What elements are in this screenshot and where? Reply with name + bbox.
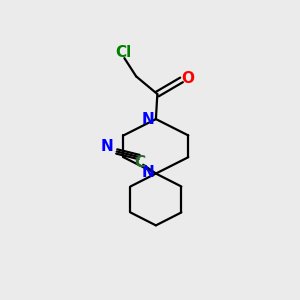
Text: O: O (182, 71, 194, 86)
Text: N: N (101, 139, 114, 154)
Text: C: C (134, 155, 145, 170)
Text: Cl: Cl (115, 45, 131, 60)
Text: N: N (141, 112, 154, 128)
Text: N: N (141, 165, 154, 180)
